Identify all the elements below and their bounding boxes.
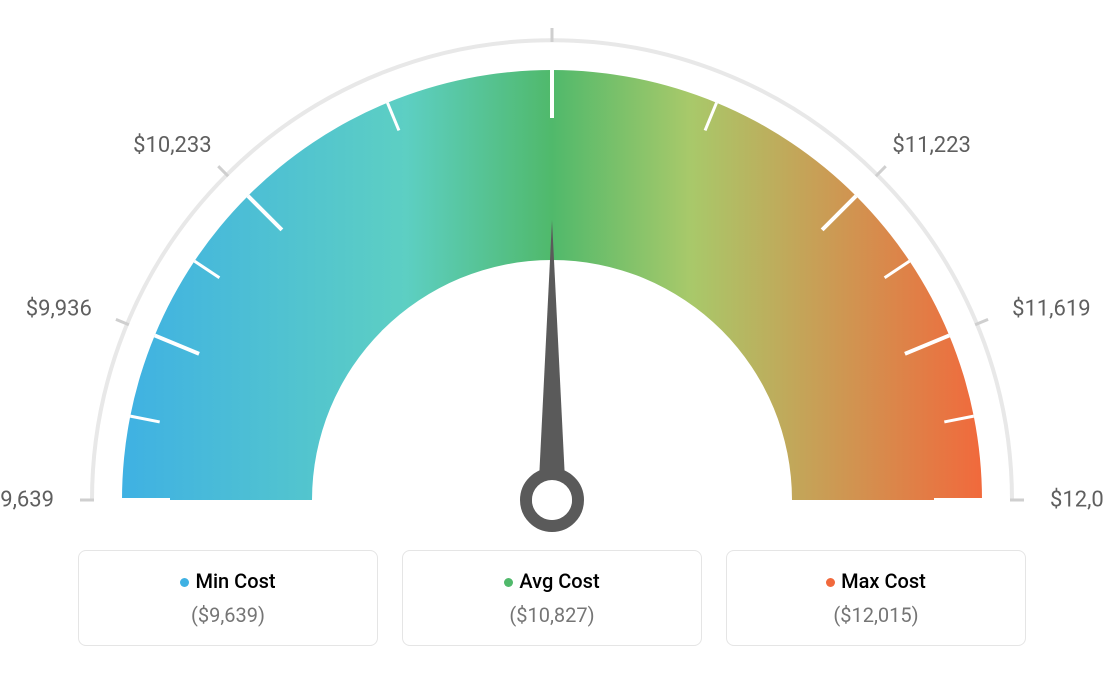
legend-row: Min Cost ($9,639) Avg Cost ($10,827) Max… [0, 550, 1104, 646]
gauge-tick-label: $10,827 [513, 0, 592, 2]
gauge-area: $9,639 $9,936 $10,233 $10,827 $11,223 $11,619… [0, 0, 1104, 540]
legend-dot-max [826, 578, 835, 587]
legend-value-avg: ($10,827) [423, 603, 681, 627]
legend-card-avg: Avg Cost ($10,827) [402, 550, 702, 646]
legend-dot-min [180, 578, 189, 587]
legend-label-max: Max Cost [841, 569, 926, 593]
gauge-tick-label: $10,233 [133, 133, 212, 158]
gauge-svg [0, 0, 1104, 540]
gauge-tick-label: $12,015 [1050, 488, 1104, 513]
gauge-tick-label: $9,936 [26, 297, 92, 322]
legend-title-max: Max Cost [747, 569, 1005, 593]
cost-gauge-chart: $9,639 $9,936 $10,233 $10,827 $11,223 $11,619… [0, 0, 1104, 690]
legend-title-avg: Avg Cost [423, 569, 681, 593]
gauge-tick-label: $9,639 [0, 488, 54, 513]
gauge-tick-label: $11,223 [892, 133, 971, 158]
legend-value-max: ($12,015) [747, 603, 1005, 627]
legend-card-max: Max Cost ($12,015) [726, 550, 1026, 646]
legend-card-min: Min Cost ($9,639) [78, 550, 378, 646]
legend-label-min: Min Cost [195, 569, 275, 593]
legend-value-min: ($9,639) [99, 603, 357, 627]
legend-label-avg: Avg Cost [519, 569, 599, 593]
legend-title-min: Min Cost [99, 569, 357, 593]
gauge-tick-label: $11,619 [1012, 297, 1091, 322]
legend-dot-avg [504, 578, 513, 587]
